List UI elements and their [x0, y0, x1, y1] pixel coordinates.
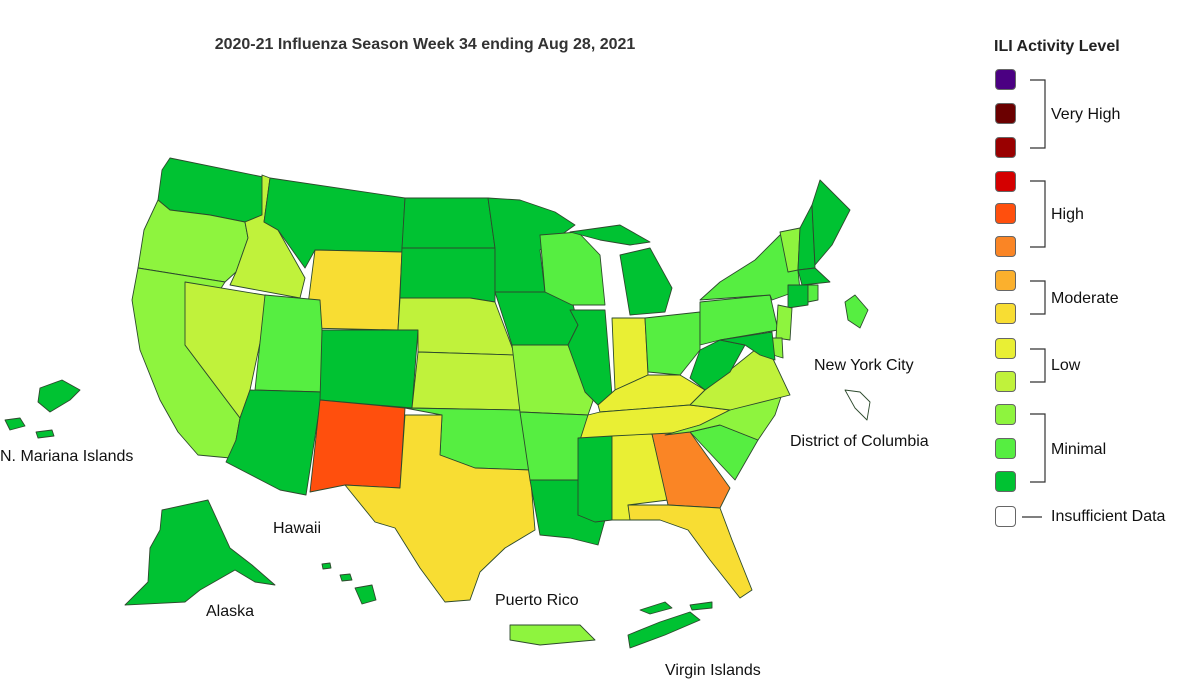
swatch-level-1 — [995, 471, 1016, 492]
state-nj[interactable] — [775, 304, 793, 341]
swatch-level-8 — [995, 236, 1016, 257]
state-ct[interactable] — [787, 284, 809, 309]
state-mn[interactable] — [487, 197, 576, 293]
legend-label-very-high: Very High — [1051, 106, 1121, 123]
swatch-level-3 — [995, 404, 1016, 425]
state-mi[interactable] — [619, 247, 673, 316]
swatch-level-12 — [995, 103, 1016, 124]
legend-label-low: Low — [1051, 357, 1081, 374]
state-ms[interactable] — [577, 435, 613, 523]
state-ma[interactable] — [797, 267, 831, 286]
label-alaska: Alaska — [206, 603, 254, 620]
legend-label-moderate: Moderate — [1051, 290, 1119, 307]
label-hawaii: Hawaii — [273, 520, 321, 537]
region-virgin-islands-1[interactable] — [627, 611, 701, 649]
label-n-mariana: N. Mariana Islands — [0, 448, 133, 465]
swatch-insufficient-data — [995, 506, 1016, 527]
state-me[interactable] — [811, 179, 851, 266]
region-mariana-2[interactable] — [4, 417, 26, 431]
swatch-level-10 — [995, 171, 1016, 192]
legend-title: ILI Activity Level — [994, 38, 1120, 55]
legend-label-insufficient-data: Insufficient Data — [1051, 508, 1166, 525]
region-virgin-islands-2[interactable] — [639, 601, 673, 615]
region-hawaii-2[interactable] — [321, 562, 332, 570]
state-fl[interactable] — [627, 504, 753, 599]
swatch-level-13 — [995, 69, 1016, 90]
legend-label-high: High — [1051, 206, 1084, 223]
label-nyc: New York City — [814, 357, 914, 374]
state-tx[interactable] — [344, 414, 536, 603]
us-choropleth-map: N. Mariana Islands Hawaii Alaska Puerto … — [0, 157, 929, 679]
swatch-level-4 — [995, 371, 1016, 392]
region-nyc[interactable] — [844, 294, 869, 329]
state-mi-up[interactable] — [569, 224, 651, 246]
state-md[interactable] — [719, 331, 776, 361]
state-ri[interactable] — [807, 284, 819, 303]
region-hawaii-big[interactable] — [354, 584, 377, 605]
region-puerto-rico[interactable] — [509, 624, 596, 646]
swatch-level-2 — [995, 438, 1016, 459]
swatch-level-5 — [995, 338, 1016, 359]
region-virgin-islands-3[interactable] — [689, 601, 713, 611]
state-il[interactable] — [567, 309, 613, 406]
map-title: 2020-21 Influenza Season Week 34 ending … — [214, 36, 636, 53]
label-puerto-rico: Puerto Rico — [495, 592, 579, 609]
region-mariana-1[interactable] — [37, 379, 81, 413]
label-dc: District of Columbia — [790, 433, 929, 450]
region-alaska[interactable] — [124, 499, 276, 606]
swatch-level-7 — [995, 270, 1016, 291]
swatch-level-6 — [995, 303, 1016, 324]
label-virgin-islands: Virgin Islands — [665, 662, 761, 679]
region-hawaii-1[interactable] — [339, 573, 353, 582]
state-oh[interactable] — [644, 311, 701, 376]
region-dc[interactable] — [844, 389, 871, 421]
swatch-level-11 — [995, 137, 1016, 158]
swatch-level-9 — [995, 203, 1016, 224]
legend-label-minimal: Minimal — [1051, 441, 1107, 458]
region-mariana-3[interactable] — [35, 429, 55, 439]
